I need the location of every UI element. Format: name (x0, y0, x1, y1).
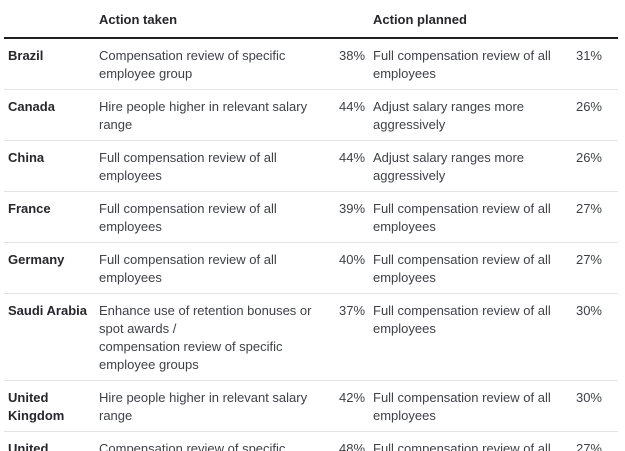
action-planned-cell: Full compensation review of all employee… (373, 293, 575, 381)
action-taken-cell: Enhance use of retention bonuses or spot… (99, 293, 339, 381)
action-taken-percent: 48% (339, 431, 373, 451)
action-taken-percent: 38% (339, 38, 373, 90)
compensation-actions-table: Action taken Action planned Brazil Compe… (4, 4, 618, 451)
action-planned-percent: 27% (575, 191, 618, 243)
action-taken-cell: Full compensation review of all employee… (99, 191, 339, 243)
action-taken-cell: Hire people higher in relevant salary ra… (99, 89, 339, 141)
action-taken-cell: Compensation review of specific employee… (99, 38, 339, 90)
table-row: Germany Full compensation review of all … (4, 242, 618, 294)
action-taken-percent: 44% (339, 140, 373, 192)
action-taken-cell: Full compensation review of all employee… (99, 140, 339, 192)
action-planned-percent: 26% (575, 140, 618, 192)
table-row: Saudi Arabia Enhance use of retention bo… (4, 293, 618, 381)
action-taken-cell: Full compensation review of all employee… (99, 242, 339, 294)
table-row: Brazil Compensation review of specific e… (4, 38, 618, 90)
action-planned-cell: Full compensation review of all employee… (373, 431, 575, 451)
table-row: Canada Hire people higher in relevant sa… (4, 89, 618, 141)
header-taken-percent (339, 4, 373, 39)
table-body: Brazil Compensation review of specific e… (4, 38, 618, 451)
country-cell: Germany (4, 242, 99, 294)
action-planned-percent: 26% (575, 89, 618, 141)
action-planned-cell: Full compensation review of all employee… (373, 380, 575, 432)
action-planned-percent: 27% (575, 242, 618, 294)
country-cell: Canada (4, 89, 99, 141)
header-action-planned: Action planned (373, 4, 575, 39)
action-planned-cell: Full compensation review of all employee… (373, 38, 575, 90)
action-taken-cell: Compensation review of specific employee… (99, 431, 339, 451)
header-planned-percent (575, 4, 618, 39)
country-cell: China (4, 140, 99, 192)
action-planned-cell: Full compensation review of all employee… (373, 191, 575, 243)
action-planned-percent: 30% (575, 380, 618, 432)
action-planned-percent: 31% (575, 38, 618, 90)
action-planned-cell: Adjust salary ranges more aggressively (373, 140, 575, 192)
action-planned-cell: Full compensation review of all employee… (373, 242, 575, 294)
country-cell: Brazil (4, 38, 99, 90)
country-cell: United States (4, 431, 99, 451)
table-row: United States Compensation review of spe… (4, 431, 618, 451)
action-taken-cell: Hire people higher in relevant salary ra… (99, 380, 339, 432)
action-taken-percent: 42% (339, 380, 373, 432)
action-taken-percent: 37% (339, 293, 373, 381)
action-planned-percent: 30% (575, 293, 618, 381)
table-row: United Kingdom Hire people higher in rel… (4, 380, 618, 432)
header-row: Action taken Action planned (4, 4, 618, 39)
header-action-taken: Action taken (99, 4, 339, 39)
table-header: Action taken Action planned (4, 4, 618, 39)
table-row: France Full compensation review of all e… (4, 191, 618, 243)
country-cell: United Kingdom (4, 380, 99, 432)
action-taken-percent: 44% (339, 89, 373, 141)
country-cell: France (4, 191, 99, 243)
action-taken-percent: 39% (339, 191, 373, 243)
header-country (4, 4, 99, 39)
action-planned-percent: 27% (575, 431, 618, 451)
action-planned-cell: Adjust salary ranges more aggressively (373, 89, 575, 141)
country-cell: Saudi Arabia (4, 293, 99, 381)
action-taken-percent: 40% (339, 242, 373, 294)
table-row: China Full compensation review of all em… (4, 140, 618, 192)
